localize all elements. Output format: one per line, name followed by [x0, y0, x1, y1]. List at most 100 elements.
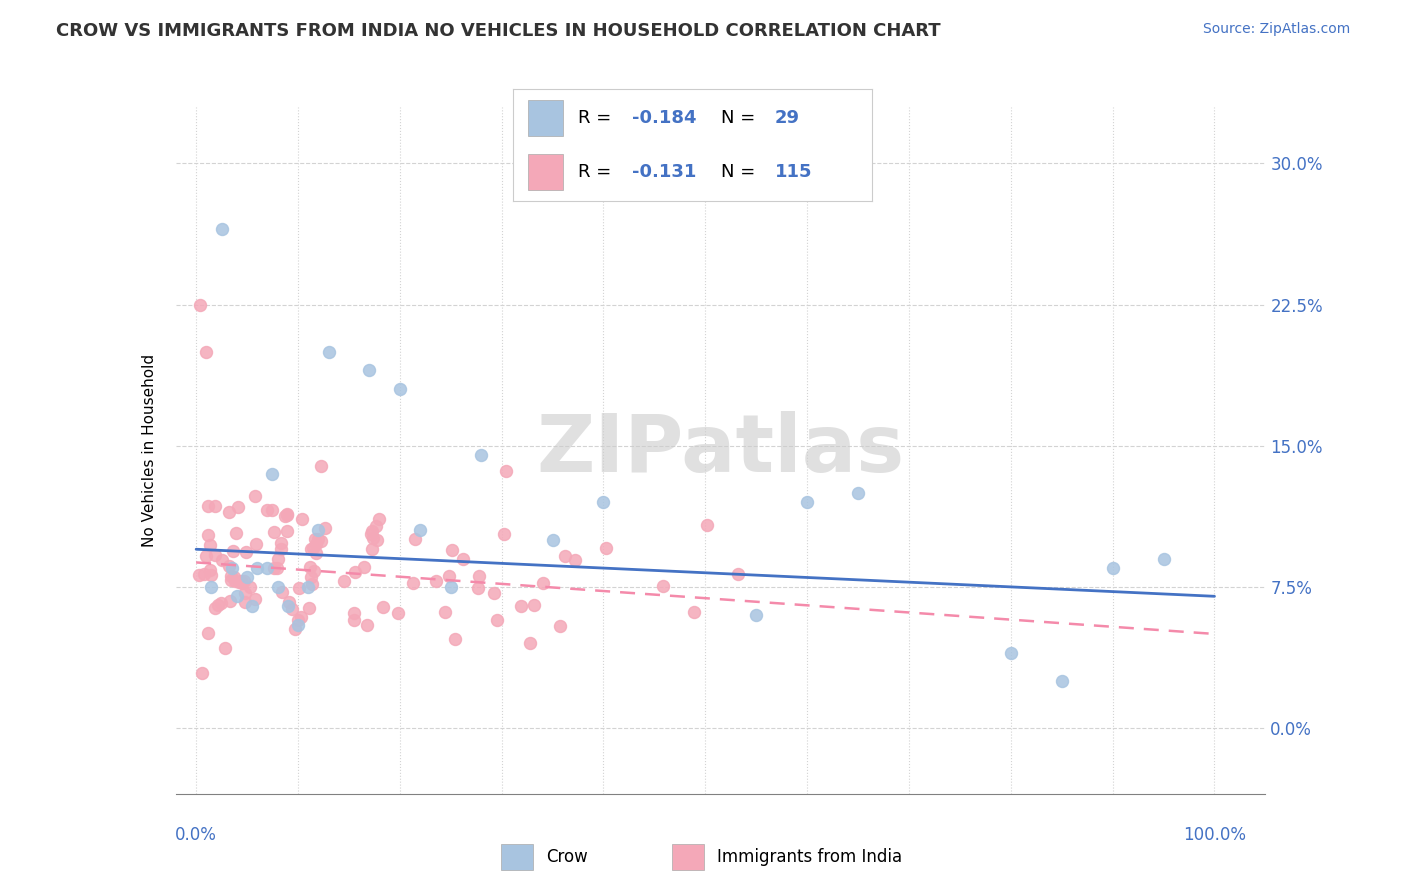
Point: [451, 552, 474, 566]
Point: [467, 569, 489, 583]
Point: [194, 549, 217, 563]
Point: [467, 581, 489, 595]
Text: Crow: Crow: [546, 848, 588, 866]
Point: [548, 619, 571, 633]
Point: [343, 613, 366, 627]
Point: [425, 574, 447, 588]
Point: [333, 574, 356, 589]
Point: [276, 524, 298, 538]
Point: [256, 561, 278, 575]
Point: [218, 594, 240, 608]
FancyBboxPatch shape: [527, 153, 564, 189]
Point: [198, 538, 221, 552]
Point: [195, 344, 218, 359]
Point: [211, 222, 233, 236]
Point: [262, 467, 284, 481]
Point: [232, 574, 254, 588]
Point: [361, 542, 384, 557]
Point: [314, 521, 336, 535]
Point: [267, 551, 290, 566]
Point: [360, 527, 382, 541]
Point: [441, 542, 464, 557]
Point: [284, 622, 307, 636]
Point: [224, 574, 246, 589]
Point: [191, 665, 214, 680]
Point: [309, 459, 332, 474]
Point: [1153, 551, 1175, 566]
Point: [495, 464, 517, 478]
Text: 0.0%: 0.0%: [176, 826, 217, 844]
Point: [266, 580, 288, 594]
Point: [276, 507, 298, 521]
Text: ZIPatlas: ZIPatlas: [537, 411, 904, 490]
Point: [745, 608, 768, 623]
Point: [246, 561, 269, 575]
Point: [207, 598, 229, 612]
Point: [696, 518, 718, 533]
Point: [193, 566, 215, 581]
Point: [297, 580, 319, 594]
Point: [277, 599, 299, 613]
Point: [482, 586, 505, 600]
Point: [270, 541, 292, 556]
Point: [214, 641, 236, 656]
Bar: [501, 844, 533, 871]
Bar: [672, 844, 703, 871]
Point: [290, 610, 312, 624]
Text: Immigrants from India: Immigrants from India: [717, 848, 903, 866]
Point: [197, 625, 219, 640]
Point: [197, 528, 219, 542]
Point: [219, 568, 242, 582]
Point: [531, 576, 554, 591]
Point: [298, 601, 321, 615]
Point: [523, 598, 546, 612]
Point: [287, 617, 309, 632]
Point: [510, 599, 533, 614]
Point: [263, 560, 285, 574]
Point: [343, 607, 366, 621]
Point: [233, 595, 256, 609]
Point: [188, 568, 211, 582]
Point: [564, 552, 586, 566]
FancyBboxPatch shape: [527, 100, 564, 136]
Point: [519, 635, 541, 649]
Point: [298, 560, 321, 574]
Point: [554, 549, 576, 564]
Point: [304, 532, 326, 546]
Point: [440, 580, 463, 594]
Point: [402, 575, 425, 590]
Point: [221, 544, 243, 558]
Point: [198, 563, 221, 577]
Point: [409, 524, 432, 538]
Point: [359, 363, 381, 377]
Point: [204, 499, 226, 513]
Point: [278, 595, 301, 609]
Point: [486, 613, 509, 627]
Text: R =: R =: [578, 109, 617, 128]
Y-axis label: No Vehicles in Household: No Vehicles in Household: [142, 354, 157, 547]
Point: [243, 591, 266, 606]
Point: [225, 526, 247, 541]
Point: [221, 561, 243, 575]
Point: [271, 585, 294, 599]
Point: [595, 541, 617, 555]
Point: [846, 485, 869, 500]
Point: [218, 558, 240, 573]
Point: [270, 535, 292, 549]
Point: [387, 606, 409, 620]
Point: [281, 601, 304, 615]
Point: [236, 570, 259, 584]
Point: [444, 632, 467, 646]
Point: [470, 448, 492, 462]
Point: [219, 573, 242, 587]
Point: [276, 508, 298, 522]
Point: [231, 576, 253, 591]
Point: [344, 565, 367, 579]
Point: [299, 570, 322, 584]
Point: [239, 580, 262, 594]
Point: [388, 382, 411, 396]
Point: [225, 589, 247, 603]
Text: 115: 115: [775, 162, 813, 181]
Text: R =: R =: [578, 162, 617, 181]
Point: [1101, 561, 1123, 575]
